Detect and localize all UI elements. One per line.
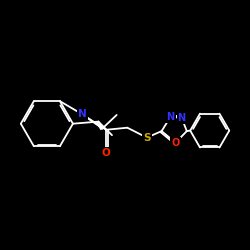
Text: N: N [166, 112, 174, 122]
Text: N: N [178, 113, 186, 123]
Text: O: O [102, 148, 110, 158]
Text: O: O [172, 138, 180, 148]
Text: S: S [143, 132, 150, 142]
Text: N: N [78, 109, 86, 119]
